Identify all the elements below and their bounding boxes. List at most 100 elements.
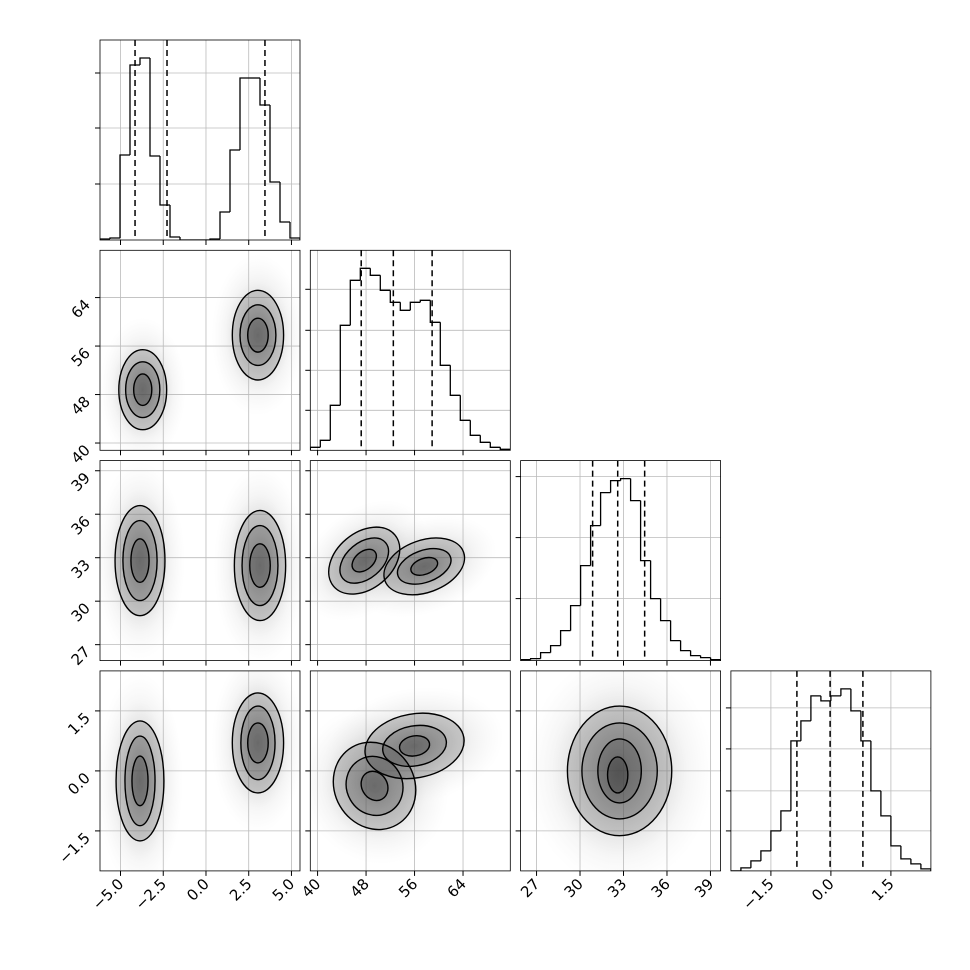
histogram-bin xyxy=(880,790,891,817)
contour xyxy=(115,720,165,842)
histogram-bin xyxy=(459,395,471,421)
histogram-bin xyxy=(389,290,401,303)
panel xyxy=(520,460,721,661)
contour xyxy=(241,524,279,607)
histogram-bin xyxy=(840,688,851,696)
histogram-bin xyxy=(419,299,431,303)
histogram-bin xyxy=(549,644,561,653)
y-tick-label: 39 xyxy=(68,469,94,495)
x-tick-label: 64 xyxy=(444,875,470,901)
panel xyxy=(520,670,721,871)
histogram-bin xyxy=(259,78,270,106)
panel-frame xyxy=(99,460,301,662)
histogram-bin xyxy=(399,302,411,311)
histogram-bin xyxy=(489,442,501,448)
scatter-halo xyxy=(239,304,277,366)
contour xyxy=(410,556,439,576)
histogram-bin xyxy=(780,810,791,831)
panel xyxy=(100,460,300,661)
y-tick-label: 40 xyxy=(68,441,94,467)
contour xyxy=(606,756,629,794)
histogram-bin xyxy=(100,238,110,240)
histogram-bin xyxy=(279,182,290,223)
contour xyxy=(246,317,269,353)
histogram-bin xyxy=(409,301,421,311)
histogram-bin xyxy=(229,149,240,212)
histogram-bin xyxy=(900,845,911,860)
y-tick-label: 56 xyxy=(68,344,94,370)
histogram-bin xyxy=(139,57,150,65)
panel-frame xyxy=(309,249,511,451)
histogram-bin xyxy=(119,154,130,238)
panel xyxy=(310,250,511,451)
x-tick-label: 1.5 xyxy=(868,875,898,905)
histogram-bin xyxy=(659,598,671,622)
contour xyxy=(246,722,269,764)
histogram-bin xyxy=(269,105,280,183)
histogram-bin xyxy=(289,222,300,240)
x-tick-label: 56 xyxy=(395,875,421,901)
contour xyxy=(383,537,466,596)
contour xyxy=(398,735,431,757)
panel-frame xyxy=(520,670,721,872)
histogram-bin xyxy=(709,657,721,661)
histogram-bin xyxy=(499,447,511,451)
histogram-bin xyxy=(169,205,180,238)
histogram-bin xyxy=(219,211,230,239)
histogram-bin xyxy=(239,77,250,150)
x-tick-label: −2.5 xyxy=(132,875,170,913)
x-tick-label: 0.0 xyxy=(183,875,213,905)
histogram-bin xyxy=(469,420,481,436)
panel xyxy=(730,670,931,871)
histogram-bin xyxy=(619,477,631,481)
x-tick-label: −1.5 xyxy=(739,875,777,913)
histogram-bin xyxy=(149,58,160,157)
histogram-bin xyxy=(329,404,341,441)
contour xyxy=(364,712,465,780)
x-tick-label: −5.0 xyxy=(89,875,127,913)
histogram-bin xyxy=(870,740,881,792)
histogram-bin xyxy=(349,279,361,326)
y-tick-label: 27 xyxy=(68,643,94,669)
contour xyxy=(249,543,271,588)
x-tick-label: 48 xyxy=(347,875,373,901)
x-tick-label: 27 xyxy=(517,875,543,901)
histogram-bin xyxy=(800,720,811,741)
histogram-bin xyxy=(860,710,871,742)
panel-frame xyxy=(730,670,932,872)
scatter-halo xyxy=(241,526,279,605)
histogram-bin xyxy=(750,860,761,868)
histogram-bin xyxy=(850,688,861,712)
contour xyxy=(360,770,389,802)
histogram-bin xyxy=(699,655,711,659)
histogram-bin xyxy=(429,300,441,323)
histogram-bin xyxy=(770,830,781,851)
scatter-halo xyxy=(123,521,157,600)
panel xyxy=(310,460,511,661)
histogram-bin xyxy=(579,564,591,606)
histogram-bin xyxy=(639,500,651,562)
contour xyxy=(328,526,401,595)
histogram-bin xyxy=(820,695,831,702)
x-tick-label: 36 xyxy=(648,875,674,901)
histogram-bin xyxy=(379,275,391,291)
contour xyxy=(131,755,149,807)
y-tick-label: −1.5 xyxy=(55,829,93,867)
scatter-halo xyxy=(599,742,636,808)
contour xyxy=(130,538,150,584)
contour xyxy=(396,547,452,585)
panel-frame xyxy=(309,670,511,872)
x-tick-label: 33 xyxy=(604,875,630,901)
histogram-bin xyxy=(109,237,120,239)
histogram-bin xyxy=(649,560,661,600)
y-tick-label: 64 xyxy=(68,296,94,322)
y-tick-label: 36 xyxy=(68,512,94,538)
contour xyxy=(124,735,156,827)
contour xyxy=(597,738,643,804)
x-tick-label: 2.5 xyxy=(226,875,256,905)
scatter-halo xyxy=(400,550,449,583)
histogram-bin xyxy=(740,867,751,871)
contour xyxy=(122,519,158,602)
contour xyxy=(239,304,277,367)
